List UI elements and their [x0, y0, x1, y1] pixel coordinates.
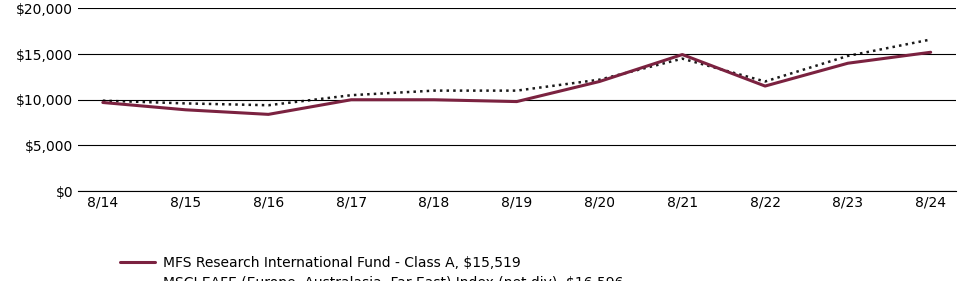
MFS Research International Fund - Class A, $15,519 — [760, 84, 771, 88]
MFS Research International Fund - Class A, $15,519 — [262, 113, 274, 116]
MSCI EAFE (Europe, Australasia, Far East) Index (net div), $16,596 — [262, 103, 274, 107]
MFS Research International Fund - Class A, $15,519 — [677, 53, 688, 56]
MSCI EAFE (Europe, Australasia, Far East) Index (net div), $16,596 — [925, 38, 937, 41]
MSCI EAFE (Europe, Australasia, Far East) Index (net div), $16,596 — [97, 99, 108, 102]
Line: MFS Research International Fund - Class A, $15,519: MFS Research International Fund - Class … — [102, 52, 931, 114]
Line: MSCI EAFE (Europe, Australasia, Far East) Index (net div), $16,596: MSCI EAFE (Europe, Australasia, Far East… — [102, 40, 931, 105]
MSCI EAFE (Europe, Australasia, Far East) Index (net div), $16,596 — [760, 80, 771, 83]
MFS Research International Fund - Class A, $15,519 — [428, 98, 440, 101]
MSCI EAFE (Europe, Australasia, Far East) Index (net div), $16,596 — [511, 89, 523, 92]
MSCI EAFE (Europe, Australasia, Far East) Index (net div), $16,596 — [179, 102, 191, 105]
MSCI EAFE (Europe, Australasia, Far East) Index (net div), $16,596 — [594, 78, 605, 81]
MFS Research International Fund - Class A, $15,519 — [97, 101, 108, 104]
MSCI EAFE (Europe, Australasia, Far East) Index (net div), $16,596 — [345, 94, 357, 97]
MFS Research International Fund - Class A, $15,519 — [594, 80, 605, 83]
MFS Research International Fund - Class A, $15,519 — [511, 100, 523, 103]
Legend: MFS Research International Fund - Class A, $15,519, MSCI EAFE (Europe, Australas: MFS Research International Fund - Class … — [120, 257, 624, 281]
MSCI EAFE (Europe, Australasia, Far East) Index (net div), $16,596 — [677, 57, 688, 60]
MFS Research International Fund - Class A, $15,519 — [179, 108, 191, 112]
MFS Research International Fund - Class A, $15,519 — [842, 62, 854, 65]
MFS Research International Fund - Class A, $15,519 — [345, 98, 357, 101]
MFS Research International Fund - Class A, $15,519 — [925, 51, 937, 54]
MSCI EAFE (Europe, Australasia, Far East) Index (net div), $16,596 — [428, 89, 440, 92]
MSCI EAFE (Europe, Australasia, Far East) Index (net div), $16,596 — [842, 54, 854, 58]
